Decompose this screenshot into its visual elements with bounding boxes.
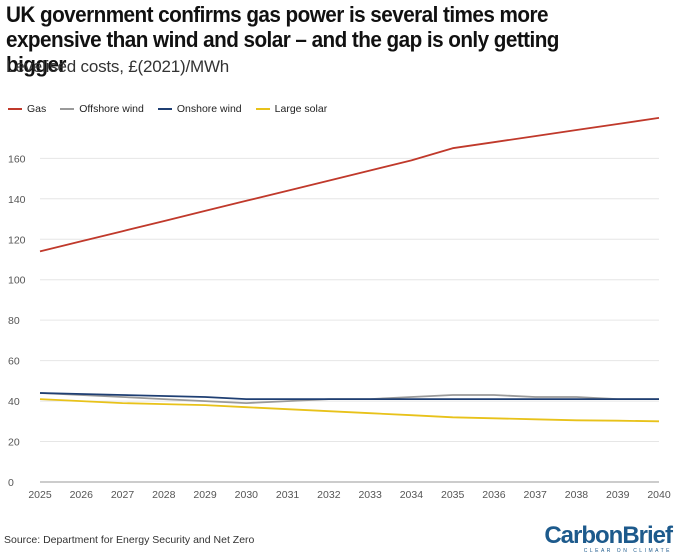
carbonbrief-logo: CarbonBrief CLEAR ON CLIMATE (544, 522, 673, 555)
legend-swatch (8, 108, 22, 110)
chart-subtitle: Levelised costs, £(2021)/MWh (6, 57, 230, 76)
legend-item: Large solar (255, 103, 328, 115)
x-tick-label: 2026 (70, 489, 94, 501)
y-tick-label: 60 (8, 356, 20, 368)
y-tick-label: 0 (8, 477, 14, 489)
legend-label: Large solar (274, 103, 328, 115)
y-tick-label: 80 (8, 315, 20, 327)
x-tick-label: 2028 (152, 489, 176, 501)
series-line-large-solar (39, 398, 660, 423)
y-tick-label: 160 (8, 153, 26, 165)
x-tick-label: 2039 (606, 489, 630, 501)
logo-tagline: CLEAR ON CLIMATE (583, 548, 672, 554)
x-tick-label: 2032 (317, 489, 341, 501)
x-tick-label: 2035 (441, 489, 465, 501)
source-note: Source: Department for Energy Security a… (4, 534, 255, 546)
legend-swatch (60, 108, 75, 110)
x-tick-label: 2037 (524, 489, 548, 501)
x-tick-label: 2027 (111, 489, 135, 501)
x-tick-label: 2033 (358, 489, 382, 501)
x-tick-label: 2034 (400, 489, 424, 501)
x-tick-label: 2040 (647, 489, 671, 501)
x-tick-label: 2036 (482, 489, 506, 501)
y-tick-label: 140 (8, 194, 26, 206)
chart-title: UK government confirms gas power is seve… (6, 2, 559, 77)
x-tick-label: 2025 (28, 489, 52, 501)
legend-label: Gas (27, 103, 47, 115)
legend-item: Onshore wind (157, 103, 242, 115)
x-tick-label: 2038 (565, 489, 589, 501)
legend-swatch (157, 108, 172, 110)
legend-item: Gas (8, 103, 46, 115)
y-tick-label: 100 (8, 275, 26, 287)
legend-label: Onshore wind (176, 103, 242, 115)
logo-wordmark: CarbonBrief (544, 522, 673, 549)
y-tick-label: 40 (8, 396, 20, 408)
legend-label: Offshore wind (79, 103, 144, 115)
x-tick-label: 2029 (193, 489, 217, 501)
legend-swatch (255, 108, 270, 110)
chart-legend: Gas Offshore wind Onshore wind Large solar (8, 103, 327, 115)
x-tick-label: 2030 (235, 489, 259, 501)
y-tick-label: 120 (8, 234, 26, 246)
series-line-gas (39, 117, 660, 253)
legend-item: Offshore wind (60, 103, 144, 115)
y-tick-label: 20 (8, 437, 20, 449)
x-tick-label: 2031 (276, 489, 300, 501)
series-line-onshore-wind (39, 392, 659, 401)
